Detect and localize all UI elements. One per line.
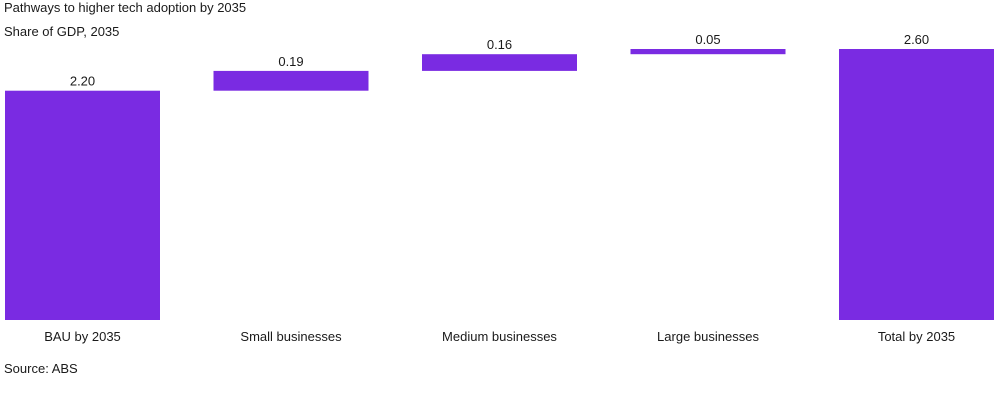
- bar-3: [630, 49, 786, 55]
- bar-1: [213, 70, 369, 91]
- bar-2: [422, 54, 577, 71]
- bars-group: [5, 49, 994, 320]
- value-labels-group: 2.20 0.19 0.16 0.05 2.60: [70, 32, 929, 89]
- value-label-4: 2.60: [904, 32, 929, 47]
- value-label-1: 0.19: [278, 54, 303, 69]
- category-label-1: Small businesses: [240, 329, 342, 344]
- category-label-4: Total by 2035: [878, 329, 955, 344]
- value-label-0: 2.20: [70, 74, 95, 89]
- category-label-3: Large businesses: [657, 329, 759, 344]
- category-label-2: Medium businesses: [442, 329, 557, 344]
- value-label-2: 0.16: [487, 37, 512, 52]
- value-label-3: 0.05: [695, 32, 720, 47]
- bar-0: [5, 90, 160, 320]
- chart-title: Pathways to higher tech adoption by 2035: [4, 0, 247, 15]
- category-label-0: BAU by 2035: [44, 329, 121, 344]
- chart-subtitle: Share of GDP, 2035: [4, 24, 120, 39]
- category-labels-group: BAU by 2035 Small businesses Medium busine…: [44, 329, 955, 344]
- bar-4: [839, 49, 994, 320]
- chart-source: Source: ABS: [4, 361, 78, 376]
